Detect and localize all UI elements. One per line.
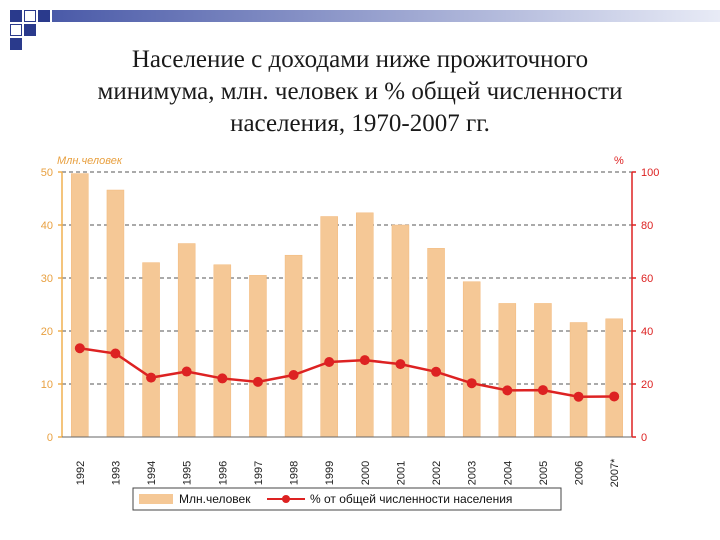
percent-point — [466, 378, 477, 389]
x-tick-label: 1995 — [182, 461, 194, 485]
percent-point — [324, 357, 335, 368]
bar — [284, 254, 303, 438]
x-tick-label: 2001 — [395, 461, 407, 485]
legend-box — [132, 487, 562, 511]
bar — [391, 224, 410, 438]
x-tick-label: 2002 — [431, 461, 443, 485]
right-axis-label: % — [614, 155, 624, 167]
percent-point — [431, 366, 442, 377]
corner-square-3 — [38, 10, 50, 22]
x-tick-label: 1998 — [289, 461, 301, 485]
bar — [569, 322, 588, 438]
left-axis-tick-label: 30 — [41, 273, 53, 285]
percent-point — [74, 343, 85, 354]
bar — [427, 248, 445, 438]
corner-square-5 — [24, 24, 36, 36]
corner-square-6 — [10, 38, 22, 50]
right-axis-tick-label: 60 — [641, 273, 653, 285]
left-axis-tick-label: 10 — [41, 379, 53, 391]
corner-square-4 — [10, 24, 22, 36]
bar — [249, 275, 267, 438]
legend-line-marker — [282, 495, 290, 503]
legend-bar-label: Млн.человек — [179, 492, 251, 506]
bar — [142, 262, 160, 438]
title-line-3: населения, 1970-2007 гг. — [230, 110, 490, 137]
bar — [177, 243, 196, 438]
x-tick-label: 2006 — [574, 461, 586, 485]
left-axis-tick-label: 0 — [47, 432, 53, 444]
bar — [605, 318, 623, 438]
x-tick-label: 1999 — [324, 461, 336, 485]
x-tick-label: 2000 — [360, 461, 372, 485]
right-axis-tick-label: 20 — [641, 379, 653, 391]
bar — [356, 212, 374, 438]
percent-point — [110, 348, 121, 359]
right-axis-tick-label: 80 — [641, 220, 653, 232]
right-axis-tick-label: 100 — [641, 167, 659, 179]
x-tick-label: 1994 — [146, 461, 158, 485]
percent-point — [609, 391, 620, 402]
legend-bar-swatch — [139, 494, 173, 504]
corner-square-2 — [24, 10, 36, 22]
percent-point — [502, 385, 513, 396]
percent-point — [359, 355, 370, 366]
bar — [71, 173, 89, 438]
percent-line — [79, 346, 615, 398]
x-tick-label: 1997 — [253, 461, 265, 485]
percent-point — [252, 376, 263, 387]
right-axis-tick-label: 0 — [641, 432, 647, 444]
bar — [106, 189, 125, 438]
title-line-1: Население с доходами ниже прожиточного — [131, 46, 589, 73]
left-axis-label: Млн.человек — [57, 155, 123, 167]
percent-point — [181, 366, 192, 377]
left-axis-tick-label: 40 — [41, 220, 53, 232]
percent-point — [573, 391, 584, 402]
x-tick-label: 2004 — [502, 461, 514, 485]
x-tick-label: 2007* — [609, 458, 621, 487]
bar — [498, 303, 517, 438]
x-tick-label: 2003 — [467, 461, 479, 485]
slide-title: Население с доходами ниже прожиточного м… — [20, 44, 700, 140]
x-tick-label: 1993 — [110, 461, 122, 485]
x-tick-label: 2005 — [538, 461, 550, 485]
x-tick-label: 1992 — [75, 461, 87, 485]
percent-point — [395, 359, 406, 370]
bar — [534, 303, 552, 438]
corner-square-1 — [10, 10, 22, 22]
legend-line-label: % от общей численности населения — [310, 492, 512, 506]
bar — [213, 264, 232, 438]
percent-point — [146, 372, 157, 383]
bar — [320, 216, 338, 438]
x-tick-label: 1996 — [217, 461, 229, 485]
top-accent-bar — [52, 10, 720, 22]
left-axis-tick-label: 20 — [41, 326, 53, 338]
percent-point — [537, 385, 548, 396]
bar — [462, 281, 481, 438]
right-axis-tick-label: 40 — [641, 326, 653, 338]
left-axis-tick-label: 50 — [41, 167, 53, 179]
percent-point — [288, 369, 299, 380]
percent-point — [217, 373, 228, 384]
title-line-2: минимума, млн. человек и % общей численн… — [97, 78, 623, 105]
